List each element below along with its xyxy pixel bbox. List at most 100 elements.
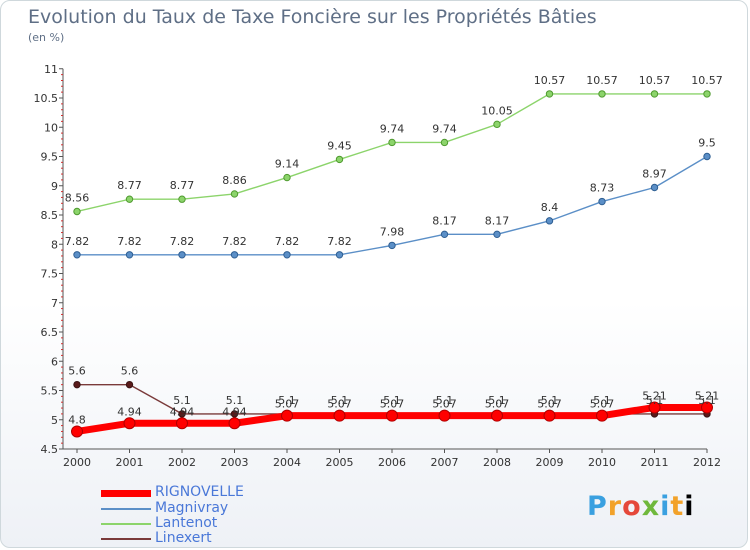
data-label-linexert: 5.1 <box>646 394 664 407</box>
data-label-linexert: 5.1 <box>488 394 506 407</box>
data-point-lantenot <box>650 90 659 98</box>
data-point-magnivray <box>125 251 134 259</box>
data-label-linexert: 5.1 <box>698 394 716 407</box>
data-label-lantenot: 8.77 <box>170 179 195 192</box>
data-point-lantenot <box>178 195 186 203</box>
data-point-lantenot <box>388 138 396 147</box>
data-label-magnivray: 8.4 <box>541 201 559 214</box>
x-tick-label: 2012 <box>693 456 721 469</box>
data-label-lantenot: 9.74 <box>380 122 405 135</box>
proxiti-logo: Proxiti <box>587 491 695 522</box>
data-label-rignovelle: 4.94 <box>117 405 142 418</box>
data-point-magnivray <box>650 183 659 192</box>
y-tick-label: 5.5 <box>41 385 59 398</box>
data-point-magnivray <box>440 230 449 239</box>
data-label-magnivray: 9.5 <box>698 137 716 150</box>
x-tick-label: 2011 <box>641 456 669 469</box>
y-tick-label: 7 <box>51 297 58 310</box>
x-tick-label: 2005 <box>326 456 354 469</box>
data-label-linexert: 5.1 <box>541 394 559 407</box>
data-point-rignovelle <box>176 417 188 430</box>
data-label-lantenot: 9.45 <box>327 139 352 152</box>
data-point-magnivray <box>73 251 81 259</box>
data-label-magnivray: 7.82 <box>275 235 300 248</box>
data-point-lantenot <box>283 173 291 182</box>
legend-swatch <box>101 523 151 525</box>
chart-title: Evolution du Taux de Taxe Foncière sur l… <box>28 6 597 28</box>
y-tick-label: 4.5 <box>41 443 59 456</box>
y-tick-label: 9 <box>51 180 58 193</box>
data-point-rignovelle <box>701 401 713 414</box>
data-point-lantenot <box>440 138 449 147</box>
legend-label: Lantenot <box>155 515 218 531</box>
data-label-rignovelle: 4.94 <box>222 405 247 418</box>
data-label-lantenot: 8.56 <box>65 191 90 204</box>
data-label-rignovelle: 4.8 <box>68 413 86 426</box>
data-point-linexert <box>230 410 239 418</box>
data-label-magnivray: 7.82 <box>170 235 195 248</box>
y-tick-label: 8 <box>51 238 58 251</box>
y-tick-label: 10 <box>44 121 58 134</box>
data-label-magnivray: 7.82 <box>222 235 247 248</box>
data-point-magnivray <box>335 251 344 259</box>
data-label-magnivray: 7.98 <box>380 225 405 238</box>
x-tick-label: 2002 <box>168 456 196 469</box>
data-label-rignovelle: 5.07 <box>485 398 510 411</box>
legend-swatch <box>101 538 151 540</box>
data-label-linexert: 5.1 <box>226 394 244 407</box>
data-point-rignovelle <box>386 409 398 422</box>
data-point-lantenot <box>545 90 554 98</box>
legend-label: Magnivray <box>155 500 229 516</box>
data-point-magnivray <box>388 241 396 250</box>
data-label-rignovelle: 5.21 <box>642 389 667 402</box>
data-point-rignovelle <box>596 409 608 422</box>
y-tick-label: 10.5 <box>34 92 59 105</box>
y-tick-label: 7.5 <box>41 268 59 281</box>
legend-label: RIGNOVELLE <box>155 484 244 500</box>
y-tick-label: 9.5 <box>41 151 59 164</box>
data-label-linexert: 5.1 <box>436 394 454 407</box>
data-label-linexert: 5.1 <box>331 394 349 407</box>
data-point-magnivray <box>178 251 186 259</box>
data-label-magnivray: 8.17 <box>485 214 510 227</box>
data-point-linexert <box>125 380 134 389</box>
data-point-rignovelle <box>543 409 556 422</box>
data-point-rignovelle <box>438 409 451 422</box>
data-point-linexert <box>178 410 186 418</box>
data-point-linexert <box>73 380 81 389</box>
data-label-magnivray: 8.73 <box>590 182 615 195</box>
data-point-lantenot <box>335 155 344 164</box>
x-tick-label: 2003 <box>221 456 249 469</box>
data-label-lantenot: 9.14 <box>275 158 300 171</box>
data-label-lantenot: 10.57 <box>586 74 618 87</box>
data-point-lantenot <box>230 190 239 198</box>
data-point-rignovelle <box>281 409 293 422</box>
data-label-linexert: 5.6 <box>68 365 86 378</box>
x-tick-label: 2007 <box>431 456 459 469</box>
y-tick-label: 8.5 <box>41 209 59 222</box>
data-point-rignovelle <box>71 425 83 438</box>
x-tick-label: 2008 <box>483 456 511 469</box>
data-point-rignovelle <box>648 401 661 414</box>
legend-label: Linexert <box>155 530 212 546</box>
data-point-lantenot <box>73 207 81 216</box>
data-point-magnivray <box>230 251 239 259</box>
data-point-magnivray <box>283 251 291 259</box>
x-tick-label: 2004 <box>273 456 301 469</box>
chart-subtitle: (en %) <box>28 31 65 44</box>
data-label-rignovelle: 5.07 <box>327 398 352 411</box>
data-label-lantenot: 8.86 <box>222 174 247 187</box>
data-label-lantenot: 10.57 <box>534 74 566 87</box>
data-label-magnivray: 8.17 <box>432 214 457 227</box>
data-label-magnivray: 8.97 <box>642 168 667 181</box>
y-tick-label: 6.5 <box>41 326 59 339</box>
x-tick-label: 2001 <box>116 456 144 469</box>
y-tick-label: 5 <box>51 414 58 427</box>
data-label-lantenot: 10.57 <box>639 74 671 87</box>
data-point-magnivray <box>703 152 711 161</box>
data-point-magnivray <box>598 197 606 206</box>
y-tick-label: 6 <box>51 355 58 368</box>
data-point-magnivray <box>545 217 554 225</box>
